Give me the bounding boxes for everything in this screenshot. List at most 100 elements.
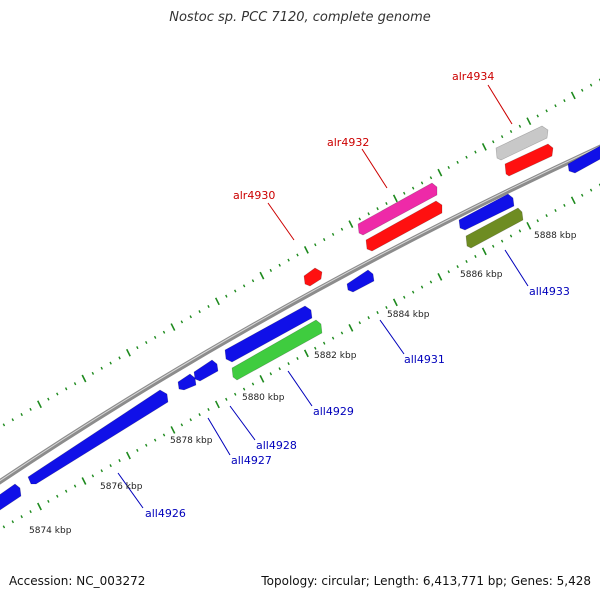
tick-mark (145, 340, 148, 345)
gene-feature-all4931[interactable] (346, 269, 375, 293)
scale-label: 5888 kbp (534, 231, 577, 241)
tick-mark (420, 285, 424, 289)
tick-mark (189, 418, 192, 422)
tick-mark (518, 124, 522, 128)
gene-feature-alr4932-upper[interactable] (357, 182, 438, 236)
tick-mark (2, 525, 6, 529)
gene-label-all4928[interactable]: all4928 (256, 439, 297, 452)
tick-marks (2, 78, 600, 529)
tick-mark (225, 397, 228, 401)
gene-feature-all4929-upper[interactable] (224, 305, 313, 363)
tick-mark (162, 433, 166, 437)
leader-all4927 (207, 417, 231, 456)
gene-feature-all4926[interactable] (27, 389, 169, 485)
leader-all4931 (379, 319, 405, 355)
tick-mark (296, 356, 299, 361)
tick-mark (447, 270, 450, 274)
gene-feature-alr4934-upper[interactable] (495, 125, 549, 161)
leader-alr4934 (487, 84, 513, 125)
tick-mark (447, 165, 450, 170)
leader-all4929 (287, 370, 313, 407)
tick-mark (269, 372, 273, 376)
tick-mark (481, 143, 487, 151)
tick-mark (207, 408, 210, 412)
tick-mark (580, 193, 584, 197)
tick-mark (170, 426, 176, 434)
tick-mark (340, 227, 344, 231)
gene-feature-all4929[interactable] (231, 319, 323, 381)
tick-mark (403, 295, 406, 299)
tick-mark (437, 168, 443, 177)
tick-mark (500, 135, 504, 139)
scale-labels: 5874 kbp 5876 kbp 5878 kbp 5880 kbp 5882… (29, 231, 577, 536)
tick-mark (303, 349, 309, 358)
tick-mark (518, 229, 522, 233)
tick-mark (2, 423, 6, 427)
tick-mark (189, 315, 192, 319)
tick-mark (109, 361, 112, 365)
tick-mark (198, 413, 201, 417)
tick-mark (536, 219, 539, 223)
tick-mark (385, 202, 388, 206)
tick-mark (358, 217, 362, 221)
tick-mark (278, 367, 281, 371)
genome-backbone (0, 144, 600, 485)
scale-label: 5878 kbp (170, 436, 213, 446)
tick-mark (322, 238, 326, 242)
gene-label-all4927[interactable]: all4927 (231, 454, 272, 467)
tick-mark (125, 451, 131, 460)
tick-mark (348, 220, 354, 228)
tick-mark (331, 336, 335, 340)
gene-label-alr4932[interactable]: alr4932 (327, 136, 369, 149)
gene-feature-alr4934[interactable] (504, 143, 554, 177)
gene-feature-b[interactable] (177, 373, 197, 391)
gene-label-all4926[interactable]: all4926 (145, 507, 186, 520)
gene-label-alr4930[interactable]: alr4930 (233, 189, 275, 202)
tick-mark (11, 418, 15, 422)
tick-mark (403, 191, 406, 195)
tick-mark (136, 448, 139, 452)
tick-mark (73, 484, 77, 488)
scale-label: 5880 kbp (242, 393, 285, 403)
tick-mark (233, 392, 237, 396)
gene-feature-all4933-upper[interactable] (458, 193, 515, 231)
tick-mark (545, 214, 548, 218)
tick-mark (81, 374, 87, 383)
backbone-highlight (0, 145, 600, 482)
tick-mark (20, 515, 23, 519)
tick-mark (47, 499, 50, 503)
gene-feature-c[interactable] (567, 145, 600, 174)
gene-feature-all4933[interactable] (465, 207, 524, 249)
tick-mark (251, 279, 255, 283)
tick-mark (20, 413, 23, 417)
tick-mark (526, 221, 532, 230)
gene-label-all4931[interactable]: all4931 (404, 353, 445, 366)
tick-mark (570, 91, 576, 100)
tick-mark (207, 304, 210, 308)
tick-mark (242, 284, 246, 288)
scale-label: 5882 kbp (314, 351, 357, 361)
tick-mark (100, 366, 103, 370)
tick-mark (340, 331, 344, 335)
tick-mark (474, 254, 477, 258)
gene-label-alr4934[interactable]: alr4934 (452, 70, 494, 83)
tick-mark (492, 244, 495, 248)
gene-feature-alr4930[interactable] (303, 267, 323, 287)
gene-feature-all4928[interactable] (193, 359, 219, 382)
gene-features (0, 125, 600, 511)
tick-mark (509, 234, 513, 238)
scale-label: 5886 kbp (460, 270, 503, 280)
tick-mark (109, 464, 112, 468)
tick-mark (385, 305, 388, 309)
tick-mark (411, 290, 415, 294)
gene-labels: alr4930 alr4932 alr4934 all4926 all4927 … (145, 70, 570, 520)
gene-label-all4933[interactable]: all4933 (529, 285, 570, 298)
gene-feature-a[interactable] (0, 483, 22, 511)
gene-label-all4929[interactable]: all4929 (313, 405, 354, 418)
tick-mark (367, 316, 370, 320)
tick-mark (251, 382, 255, 386)
gene-feature-alr4932[interactable] (365, 200, 443, 252)
tick-mark (180, 423, 184, 427)
tick-mark (287, 362, 290, 366)
tick-mark (376, 207, 379, 211)
